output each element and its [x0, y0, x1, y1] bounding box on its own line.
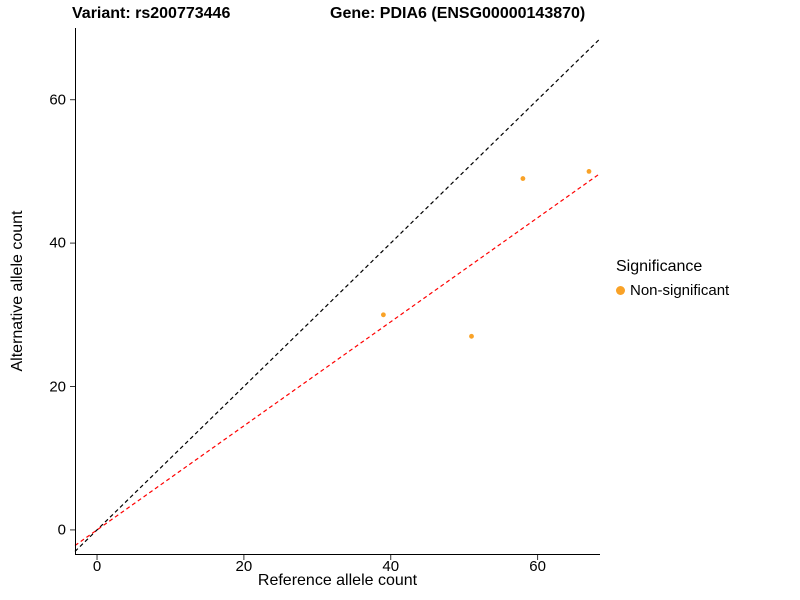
data-point-2 — [520, 176, 526, 181]
plot-title-variant: Variant: rs200773446 — [72, 5, 231, 22]
y-tick-label: 60 — [49, 91, 66, 109]
data-point-0 — [380, 312, 386, 318]
allelic-ratio-line — [74, 173, 601, 547]
data-point-3 — [586, 169, 592, 174]
identity-line — [74, 38, 601, 552]
data-point-1 — [469, 333, 474, 339]
y-tick-label: 0 — [57, 521, 66, 539]
legend-item-non-significant: Non-significant — [616, 282, 729, 299]
x-tick-label: 0 — [92, 558, 102, 575]
y-tick-label: 40 — [49, 234, 66, 252]
legend-title: Significance — [616, 258, 703, 275]
x-tick-label: 20 — [235, 558, 253, 575]
plot-title-gene: Gene: PDIA6 (ENSG00000143870) — [330, 5, 586, 22]
x-tick-label: 60 — [529, 558, 546, 575]
x-axis-label: Reference allele count — [257, 572, 418, 589]
y-tick-label: 20 — [49, 378, 66, 395]
legend-point-icon — [616, 286, 625, 295]
x-tick-label: 40 — [382, 558, 400, 575]
y-axis-label: Alternative allele count — [9, 210, 26, 372]
legend-item-label: Non-significant — [630, 282, 730, 299]
plot-panel — [70, 28, 601, 560]
legend: Significance Non-significant — [616, 258, 729, 299]
